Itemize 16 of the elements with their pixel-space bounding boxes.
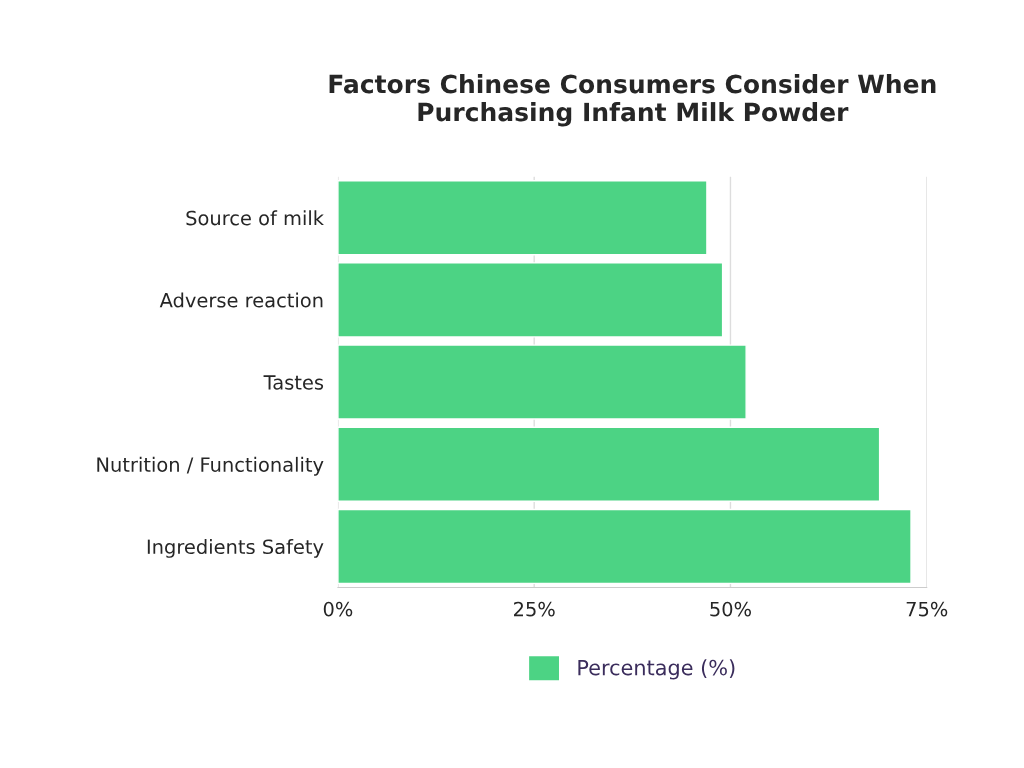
bar (337, 508, 912, 585)
y-tick-label: Nutrition / Functionality (97, 456, 324, 476)
chart-title: Factors Chinese Consumers Consider When Purchasing Infant Milk Powder (329, 74, 936, 127)
bar (337, 426, 881, 502)
y-tick-label: Ingredients Safety (147, 539, 324, 558)
y-tick-label: Source of milk (186, 210, 324, 226)
bar (337, 180, 708, 256)
x-tick-label: 0% (323, 601, 353, 617)
y-tick-label: Adverse reaction (159, 292, 323, 308)
x-tick-label: 50% (710, 601, 751, 617)
bar (337, 262, 724, 338)
y-tick-label: Tastes (263, 375, 324, 390)
x-tick-label: 25% (514, 601, 555, 617)
bar (337, 344, 747, 420)
legend-label: Percentage (%) (578, 659, 735, 680)
x-tick-label: 75% (906, 601, 948, 617)
